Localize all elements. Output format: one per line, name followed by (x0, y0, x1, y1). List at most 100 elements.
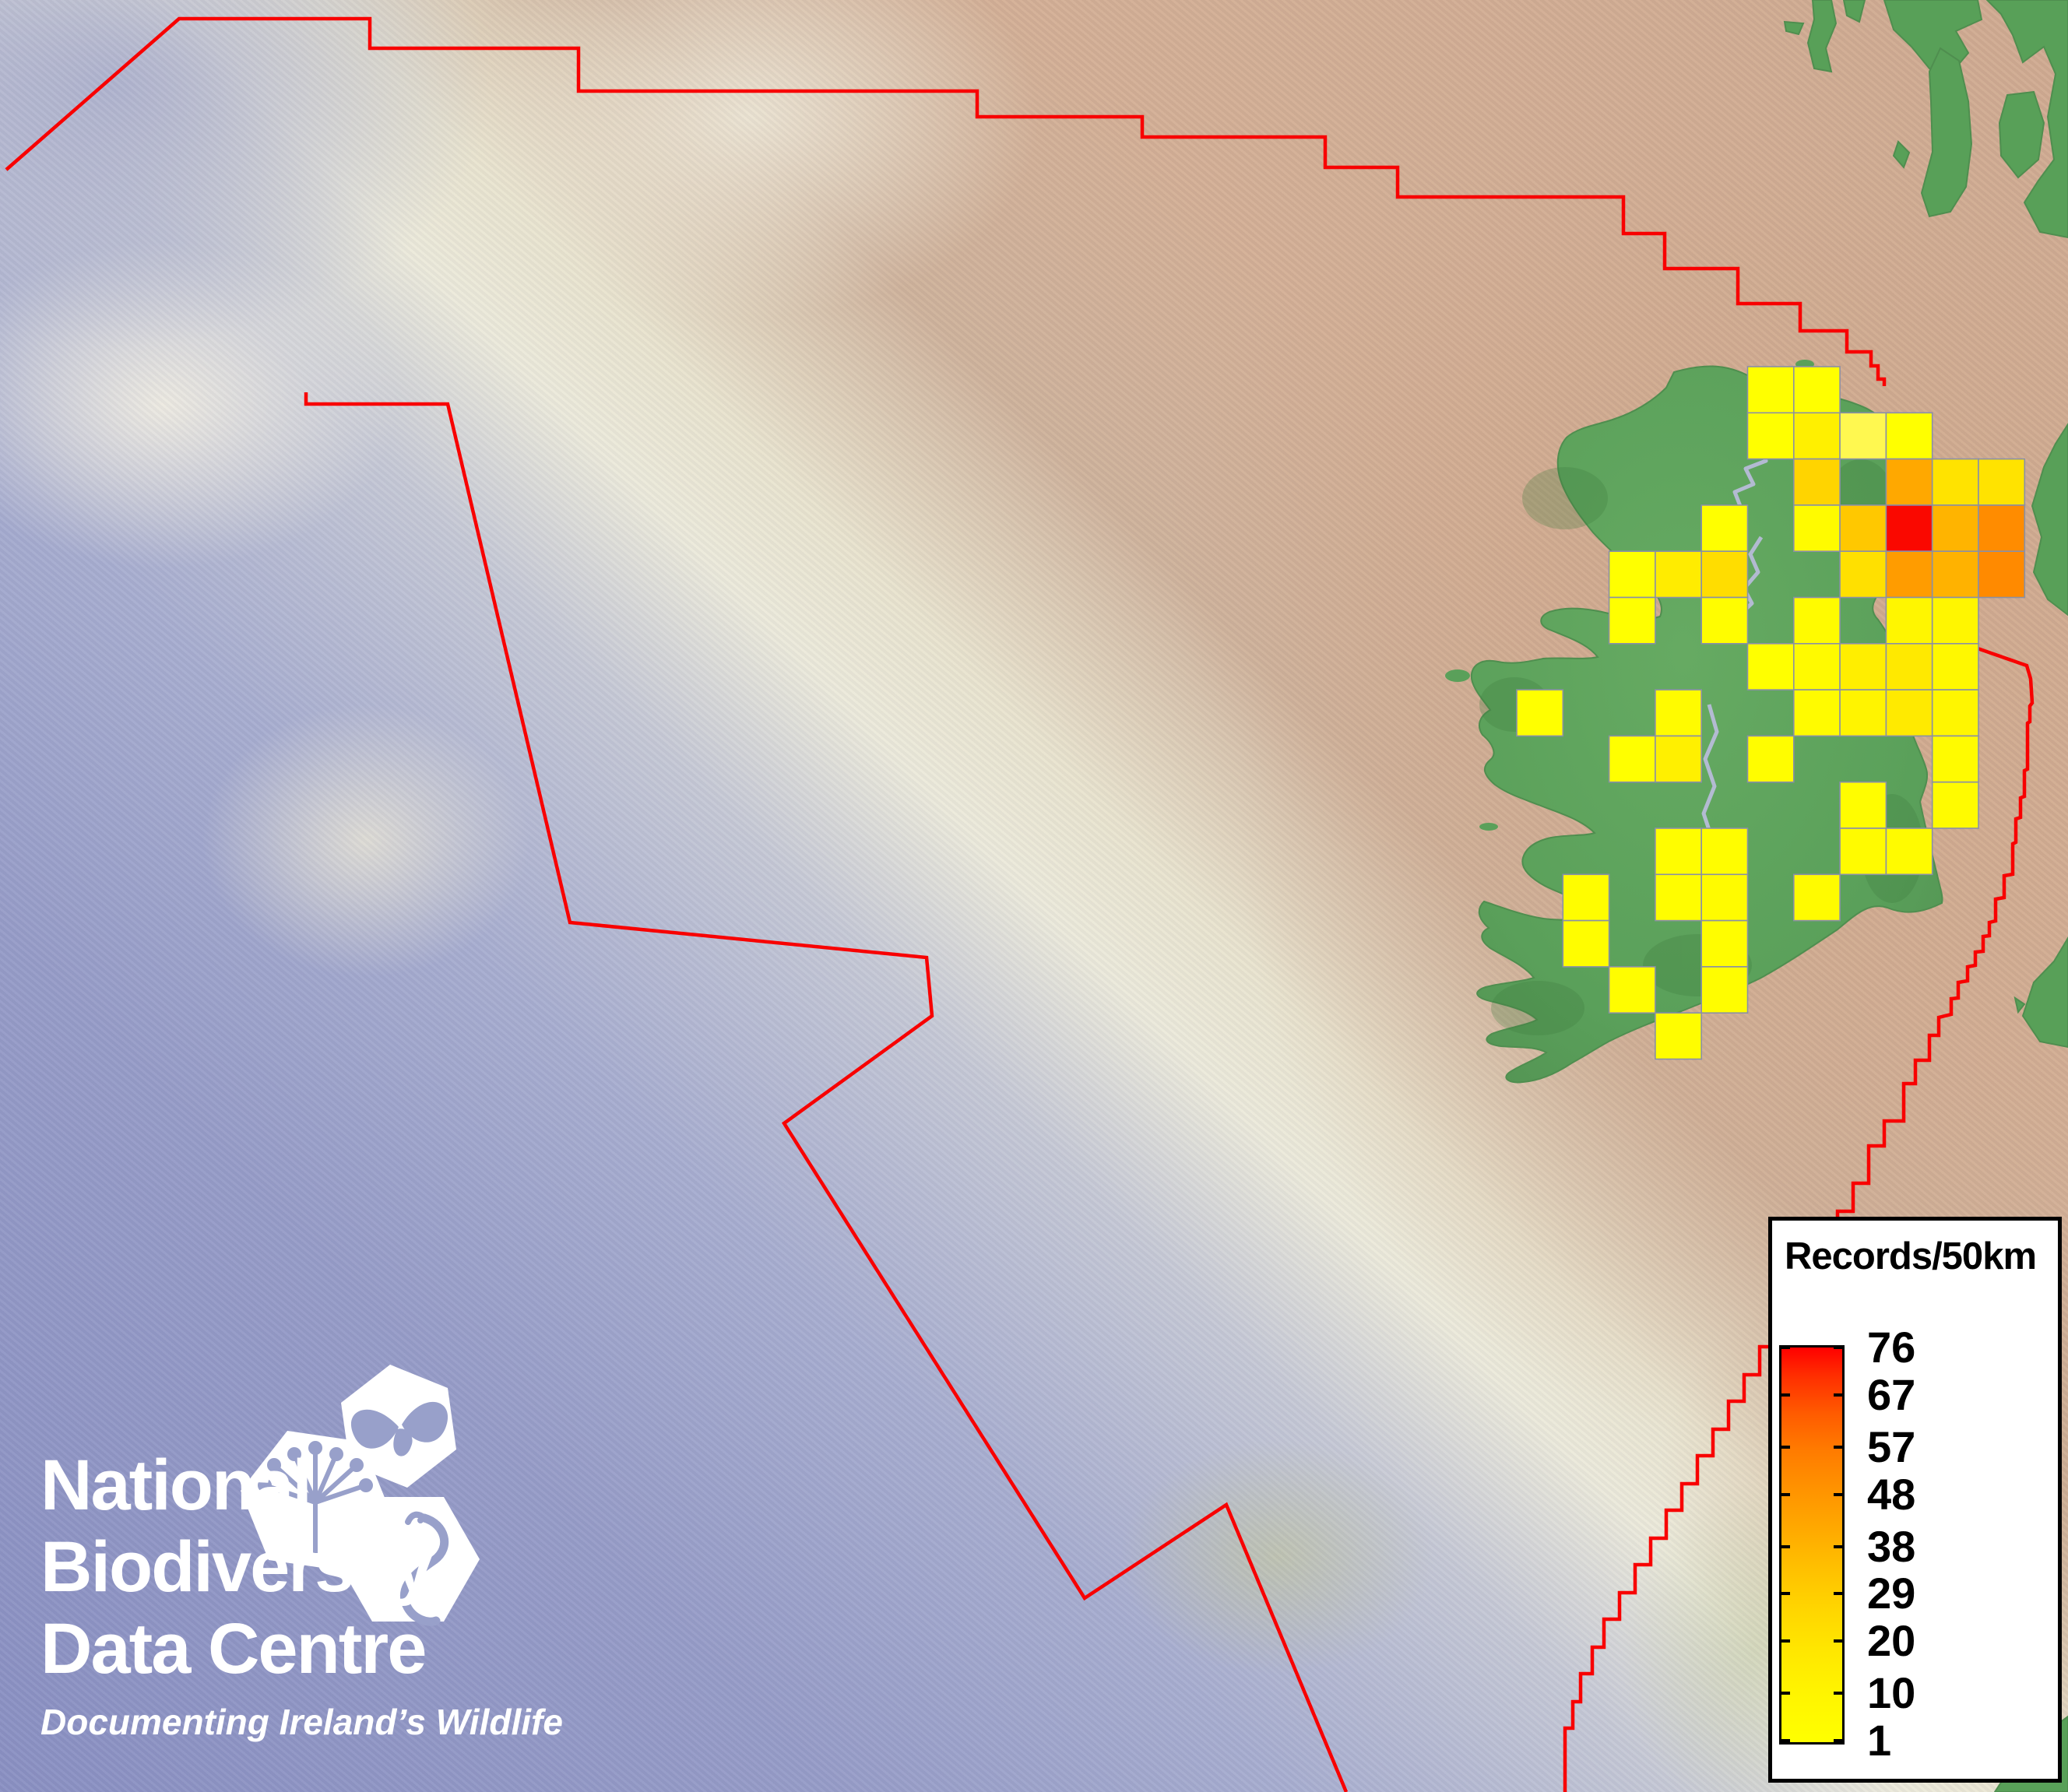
legend-title: Records/50km (1785, 1235, 2037, 1277)
heatmap-cell-r4c4 (1700, 550, 1749, 599)
scottish-mainland (1985, 0, 2068, 239)
heatmap-cell-r7c8 (1885, 689, 1933, 737)
heatmap-cell-r11c1 (1562, 873, 1610, 922)
jura-island (1842, 0, 1866, 23)
legend-tick-label-48: 48 (1867, 1469, 1916, 1519)
legend-tick-mark (1834, 1445, 1845, 1449)
heatmap-cell-r6c8 (1885, 642, 1933, 690)
heatmap-cell-r7c6 (1793, 689, 1841, 737)
legend-tick-label-76: 76 (1867, 1323, 1916, 1372)
heatmap-cell-r3c4 (1700, 504, 1749, 553)
heatmap-cell-r10c7 (1839, 827, 1887, 876)
heatmap-cell-r5c6 (1793, 596, 1841, 645)
heatmap-cell-r11c4 (1700, 873, 1749, 922)
heatmap-cell-r3c9 (1931, 504, 1979, 553)
legend-tick-mark (1834, 1544, 1845, 1548)
heatmap-cell-r12c1 (1562, 919, 1610, 968)
heatmap-cell-r2c8 (1885, 458, 1933, 506)
uk-landmass-group (1783, 0, 2068, 1792)
legend-tick-mark (1779, 1544, 1790, 1548)
heatmap-cell-r5c4 (1700, 596, 1749, 645)
seahorse-icon (399, 1511, 449, 1626)
heatmap-cell-r11c3 (1655, 873, 1702, 922)
arran-island (1998, 90, 2045, 179)
heatmap-cell-r13c4 (1700, 966, 1749, 1014)
heatmap-cell-r8c3 (1655, 735, 1702, 783)
heatmap-cell-r3c8 (1885, 504, 1933, 553)
heatmap-cell-r8c5 (1746, 735, 1795, 783)
nbdc-logo: National Biodiversity Data Centre Docume… (40, 1445, 563, 1743)
legend-tick-mark (1779, 1445, 1790, 1449)
heatmap-cell-r14c3 (1655, 1012, 1702, 1060)
heatmap-cell-r4c8 (1885, 550, 1933, 599)
legend-tick-mark (1779, 1592, 1790, 1596)
islets-north (1783, 20, 1805, 36)
heatmap-cell-r9c7 (1839, 781, 1887, 829)
gigha-island (1892, 140, 1911, 169)
heatmap-cell-r0c6 (1793, 366, 1841, 414)
heatmap-cell-r3c6 (1793, 504, 1841, 553)
legend-tick-label-20: 20 (1867, 1616, 1916, 1666)
islay-island (1806, 0, 1838, 73)
heatmap-cell-r6c9 (1931, 642, 1979, 690)
heatmap-cell-r11c6 (1793, 873, 1841, 922)
heatmap-cell-r10c3 (1655, 827, 1702, 876)
heatmap-cell-r4c3 (1655, 550, 1702, 599)
heatmap-cell-r10c4 (1700, 827, 1749, 876)
heatmap-cell-r5c8 (1885, 596, 1933, 645)
heatmap-cell-r0c5 (1746, 366, 1795, 414)
heatmap-cell-r5c2 (1608, 596, 1656, 645)
heatmap-cell-r12c4 (1700, 919, 1749, 968)
heatmap-cell-r1c5 (1746, 412, 1795, 460)
butterfly-icon (350, 1401, 448, 1456)
designated-area-boundary-lines (5, 16, 2035, 1792)
river-shannon-upper (1736, 536, 1764, 618)
heatmap-cell-r9c9 (1931, 781, 1979, 829)
irish-designated-area-limit-3 (1563, 621, 2035, 1792)
logo-line-3: Data Centre (40, 1608, 427, 1688)
heatmap-cell-r4c7 (1839, 550, 1887, 599)
legend-tick-mark (1779, 1692, 1790, 1695)
heatmap-cell-r6c5 (1746, 642, 1795, 690)
legend-tick-mark (1834, 1346, 1845, 1349)
heatmap-cell-r1c8 (1885, 412, 1933, 460)
heatmap-cell-r3c7 (1839, 504, 1887, 553)
heatmap-cell-r3c10 (1978, 504, 2026, 553)
heatmap-cell-r4c9 (1931, 550, 1979, 599)
heatmap-cell-r1c7 (1839, 412, 1887, 460)
heatmap-cell-r2c6 (1793, 458, 1841, 506)
heatmap-cell-r7c7 (1839, 689, 1887, 737)
legend-tick-label-1: 1 (1867, 1716, 1892, 1765)
irish-designated-area-limit-1 (5, 16, 1887, 386)
river-shannon-mid (1701, 704, 1719, 838)
heatmap-cell-r2c10 (1978, 458, 2026, 506)
logo-hexagons (241, 1365, 480, 1626)
legend-tick-mark (1779, 1492, 1790, 1496)
legend-tick-label-67: 67 (1867, 1369, 1916, 1419)
legend-tick-mark (1779, 1393, 1790, 1397)
legend-tick-mark (1779, 1639, 1790, 1643)
legend-tick-mark (1834, 1393, 1845, 1397)
wales-pembrokeshire (2021, 936, 2068, 1049)
plant-umbel-icon (258, 1441, 373, 1553)
heatmap-cell-r7c9 (1931, 689, 1979, 737)
heatmap-cell-r7c0 (1516, 689, 1564, 737)
heatmap-cell-r4c2 (1608, 550, 1656, 599)
galloway-coast (2031, 423, 2068, 617)
legend-box: Records/50km 76 67 57 48 38 29 20 10 1 (1768, 1217, 2062, 1783)
heatmap-cell-r8c2 (1608, 735, 1656, 783)
hexagon-butterfly (341, 1365, 456, 1488)
legend-tick-mark (1779, 1346, 1790, 1349)
heatmap-cell-r6c7 (1839, 642, 1887, 690)
heatmap-cell-r2c9 (1931, 458, 1979, 506)
heatmap-cell-r6c6 (1793, 642, 1841, 690)
kintyre-peninsula (1920, 47, 1973, 218)
records-heatmap-grid (1516, 366, 2026, 1060)
heatmap-cell-r7c3 (1655, 689, 1702, 737)
heatmap-cell-r1c6 (1793, 412, 1841, 460)
legend-tick-label-57: 57 (1867, 1421, 1916, 1471)
legend-tick-mark (1834, 1739, 1845, 1742)
logo-line-2: Biodiversity (40, 1527, 434, 1607)
